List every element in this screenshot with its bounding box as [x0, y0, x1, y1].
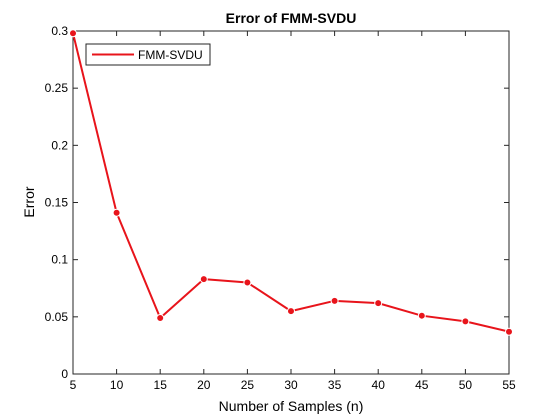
x-tick-label: 5	[70, 378, 77, 392]
legend-box	[85, 43, 211, 66]
data-point	[374, 299, 383, 308]
x-tick-label: 50	[459, 378, 473, 392]
y-tick-label: 0.05	[45, 310, 69, 324]
x-tick-label: 35	[328, 378, 342, 392]
plot-area	[72, 30, 510, 375]
data-point	[461, 317, 470, 326]
legend-label: FMM-SVDU	[138, 48, 203, 62]
data-point	[199, 275, 208, 284]
x-tick-label: 45	[415, 378, 429, 392]
y-axis-label: Error	[21, 186, 37, 217]
data-point	[287, 307, 295, 316]
x-tick-label: 40	[372, 378, 386, 392]
data-point	[505, 327, 513, 336]
data-point	[417, 311, 426, 320]
data-point	[112, 208, 121, 217]
x-tick-label: 10	[110, 378, 124, 392]
y-tick-label: 0.3	[51, 24, 68, 38]
x-tick-label: 15	[154, 378, 168, 392]
y-tick-label: 0.15	[45, 196, 69, 210]
axis-ticks: 5 10 15 20 25 30 35 40 45 50 55 0 0.05 0.1 0.15 0.2 0.25…	[45, 24, 516, 392]
data-point	[330, 296, 339, 305]
y-tick-label: 0	[61, 367, 68, 381]
legend: FMM-SVDU	[85, 43, 211, 66]
series-layer	[69, 29, 513, 336]
y-tick-label: 0.1	[51, 253, 68, 267]
data-point	[69, 29, 77, 38]
data-point	[156, 313, 165, 322]
y-tick-label: 0.2	[51, 138, 68, 152]
y-tick-label: 0.25	[45, 81, 69, 95]
x-tick-label: 25	[241, 378, 255, 392]
x-tick-label: 20	[197, 378, 211, 392]
chart-title: Error of FMM-SVDU	[226, 10, 357, 26]
x-axis-label: Number of Samples (n)	[219, 398, 364, 414]
x-tick-label: 30	[284, 378, 298, 392]
data-point	[243, 278, 252, 287]
x-tick-label: 55	[502, 378, 516, 392]
